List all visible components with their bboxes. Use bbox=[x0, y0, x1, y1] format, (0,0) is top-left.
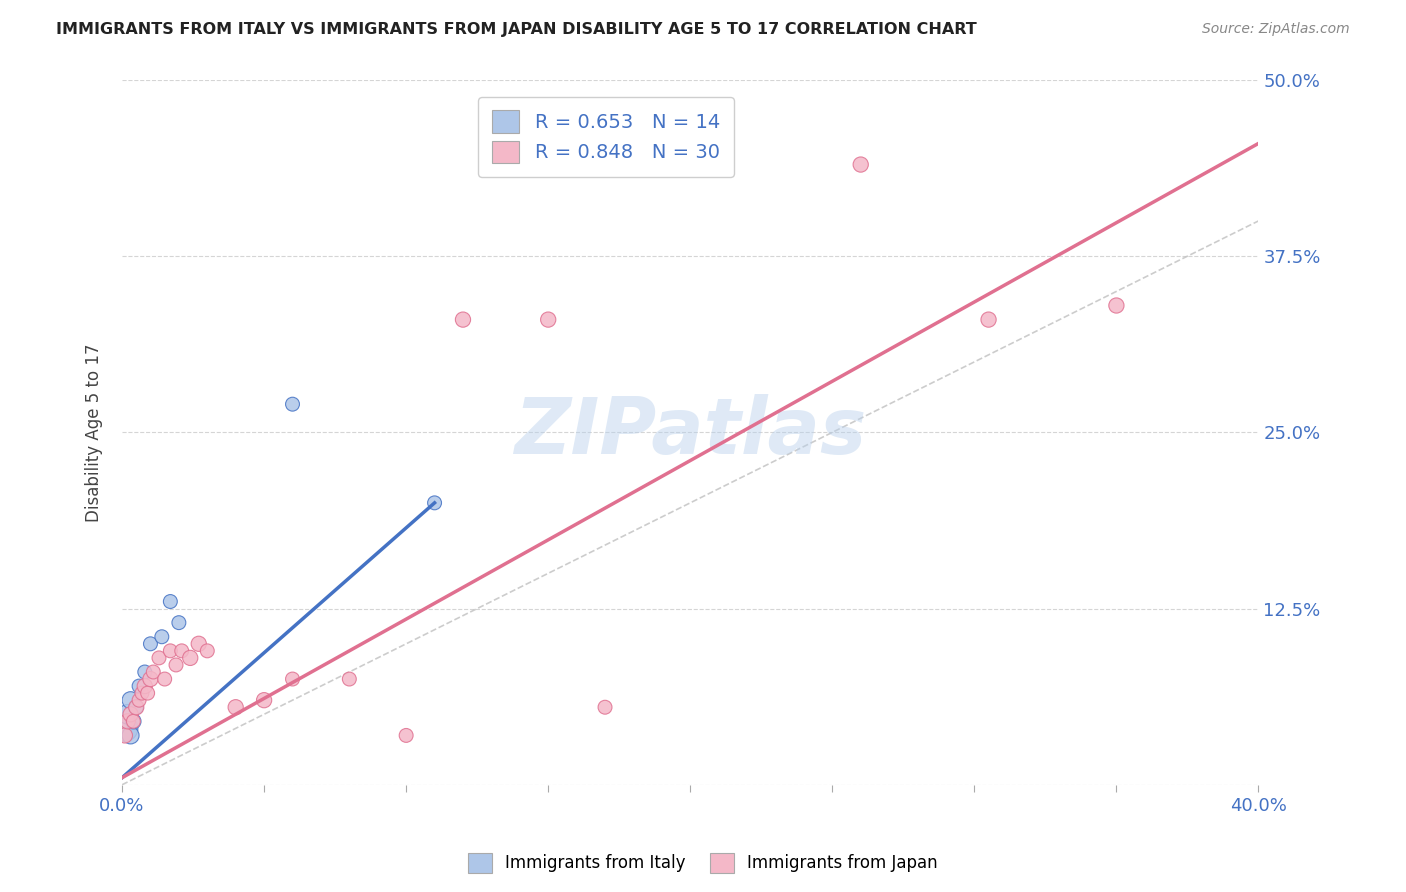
Point bbox=[128, 679, 150, 693]
Point bbox=[114, 728, 136, 742]
Point bbox=[253, 693, 276, 707]
Point bbox=[122, 714, 145, 729]
Point bbox=[849, 157, 872, 171]
Point bbox=[134, 665, 156, 679]
Point bbox=[281, 672, 304, 686]
Point bbox=[170, 644, 193, 658]
Point bbox=[423, 496, 446, 510]
Point bbox=[120, 707, 142, 722]
Point bbox=[117, 707, 139, 722]
Point bbox=[125, 700, 148, 714]
Point bbox=[150, 630, 173, 644]
Point bbox=[167, 615, 190, 630]
Legend: Immigrants from Italy, Immigrants from Japan: Immigrants from Italy, Immigrants from J… bbox=[461, 847, 945, 880]
Point bbox=[136, 686, 159, 700]
Point bbox=[117, 714, 139, 729]
Point bbox=[128, 693, 150, 707]
Text: Source: ZipAtlas.com: Source: ZipAtlas.com bbox=[1202, 22, 1350, 37]
Point bbox=[139, 672, 162, 686]
Point bbox=[395, 728, 418, 742]
Y-axis label: Disability Age 5 to 17: Disability Age 5 to 17 bbox=[86, 343, 103, 522]
Text: ZIPatlas: ZIPatlas bbox=[515, 394, 866, 470]
Legend: R = 0.653   N = 14, R = 0.848   N = 30: R = 0.653 N = 14, R = 0.848 N = 30 bbox=[478, 96, 734, 177]
Point bbox=[120, 728, 142, 742]
Point bbox=[281, 397, 304, 411]
Point bbox=[179, 651, 201, 665]
Point bbox=[134, 679, 156, 693]
Point bbox=[120, 693, 142, 707]
Point bbox=[153, 672, 176, 686]
Point bbox=[1105, 298, 1128, 312]
Point bbox=[139, 637, 162, 651]
Point bbox=[148, 651, 170, 665]
Point bbox=[977, 312, 1000, 326]
Point bbox=[451, 312, 474, 326]
Point bbox=[225, 700, 247, 714]
Point bbox=[187, 637, 209, 651]
Point bbox=[159, 594, 181, 608]
Point bbox=[537, 312, 560, 326]
Point bbox=[114, 722, 136, 736]
Point bbox=[195, 644, 218, 658]
Point bbox=[159, 644, 181, 658]
Point bbox=[125, 700, 148, 714]
Text: IMMIGRANTS FROM ITALY VS IMMIGRANTS FROM JAPAN DISABILITY AGE 5 TO 17 CORRELATIO: IMMIGRANTS FROM ITALY VS IMMIGRANTS FROM… bbox=[56, 22, 977, 37]
Point bbox=[337, 672, 360, 686]
Point bbox=[122, 714, 145, 729]
Point bbox=[142, 665, 165, 679]
Point bbox=[593, 700, 616, 714]
Point bbox=[165, 657, 187, 672]
Point bbox=[131, 686, 153, 700]
